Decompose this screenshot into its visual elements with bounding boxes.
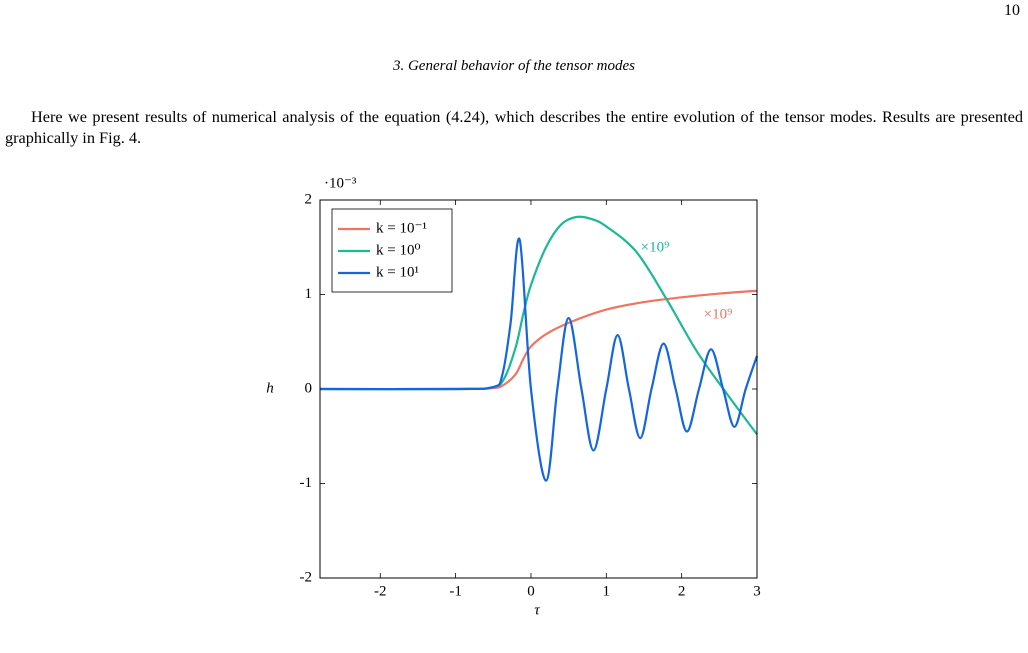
y-tick-label: 0: [305, 380, 313, 396]
line-series: [319, 237, 759, 482]
legend-label: k = 10⁻¹: [376, 220, 427, 236]
paragraph: Here we present results of numerical ana…: [5, 107, 1023, 147]
x-tick-label: -2: [374, 583, 387, 599]
annotation: ×10⁹: [704, 306, 733, 322]
y-tick-label: -2: [300, 569, 313, 585]
x-tick-label: 0: [527, 583, 535, 599]
x-tick-label: 2: [678, 583, 686, 599]
x-tick-label: 3: [753, 583, 761, 599]
y-multiplier: ·10⁻³: [324, 175, 357, 191]
page-number: 10: [1004, 2, 1020, 19]
annotation: ×10⁹: [641, 239, 670, 255]
y-tick-label: -1: [300, 475, 313, 491]
x-axis-label: τ: [534, 602, 540, 618]
line-series: [319, 289, 758, 391]
x-tick-label: 1: [603, 583, 611, 599]
legend-label: k = 10¹: [376, 264, 419, 280]
x-tick-label: -1: [449, 583, 462, 599]
y-tick-label: 2: [305, 191, 313, 207]
legend-label: k = 10⁰: [376, 242, 420, 258]
plot-frame: [319, 199, 758, 579]
section-heading: 3. General behavior of the tensor modes: [392, 58, 636, 74]
y-tick-label: 1: [305, 286, 313, 302]
y-axis-label: h: [266, 380, 274, 396]
